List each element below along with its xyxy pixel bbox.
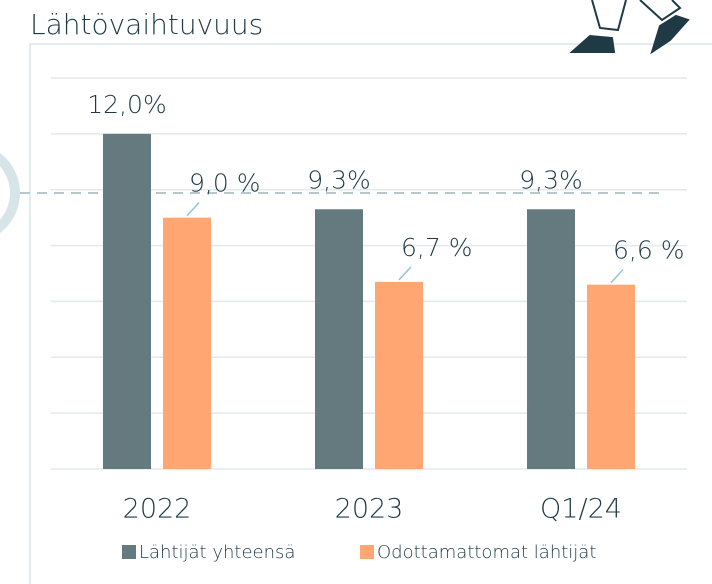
value-label: 12,0%: [87, 90, 166, 119]
bar: [527, 209, 575, 469]
legend-label: Odottamattomat lähtijät: [377, 542, 596, 563]
value-label: 9,3%: [519, 165, 583, 194]
bar: [587, 285, 635, 469]
value-label: 6,6 %: [613, 236, 684, 265]
chart: Lähtövaihtuvuus 2022 12,0% 9,0 % 2023 9,3% 6,…: [0, 0, 712, 584]
bar: [315, 209, 363, 469]
x-tick-label: 2022: [123, 494, 192, 525]
decor-circle: [0, 148, 15, 238]
value-label: 9,3%: [307, 165, 371, 194]
chart-title: Lähtövaihtuvuus: [30, 8, 263, 41]
legend-swatch: [122, 545, 136, 559]
legend-swatch: [360, 545, 374, 559]
bar: [163, 218, 211, 469]
label-connector: [611, 270, 623, 283]
bar: [103, 134, 151, 469]
x-tick-label: Q1/24: [540, 494, 622, 525]
bar: [375, 282, 423, 469]
value-label: 9,0 %: [189, 169, 260, 198]
legend-label: Lähtijät yhteensä: [139, 542, 295, 563]
x-tick-label: 2023: [335, 494, 404, 525]
label-connector: [399, 267, 411, 280]
value-label: 6,7 %: [401, 233, 472, 262]
label-connector: [187, 203, 199, 216]
